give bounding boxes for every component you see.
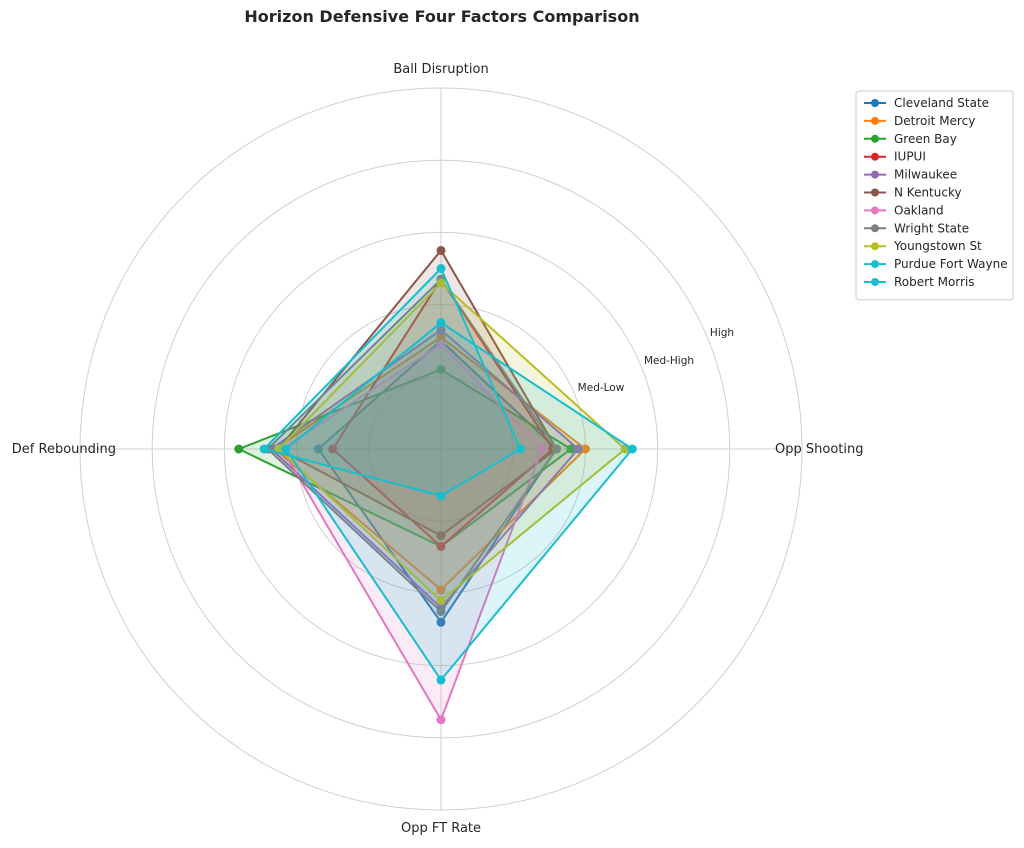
data-point-oakland-opp-shooting [537,444,547,454]
ring-label-high: High [710,327,734,339]
legend-label: Oakland [894,203,944,217]
chart-title: Horizon Defensive Four Factors Compariso… [244,7,639,26]
data-point-purdue-fort-wayne-ball-disruption [436,318,446,328]
legend-item-wright-state: Wright State [864,221,969,235]
axis-label-opp-shooting: Opp Shooting [775,442,863,457]
legend-swatch-marker [871,152,879,161]
data-point-wright-state-opp-ft-rate [436,606,446,616]
legend-item-oakland: Oakland [864,203,944,217]
ring-label-med-high: Med-High [644,355,694,367]
radar-series [234,245,637,725]
legend-item-green-bay: Green Bay [864,132,957,146]
legend-item-n-kentucky: N Kentucky [864,186,962,200]
legend-label: Robert Morris [894,275,975,289]
data-point-milwaukee-opp-shooting [573,444,583,454]
legend-item-iupui: IUPUI [864,150,926,164]
data-point-iupui-def-rebounding [328,444,338,454]
data-point-oakland-opp-ft-rate [436,715,446,725]
data-point-n-kentucky-opp-ft-rate [436,531,446,541]
legend-swatch-marker [871,278,879,286]
data-point-iupui-opp-ft-rate [436,541,446,551]
legend-swatch-marker [871,134,879,143]
legend-swatch-marker [871,188,879,197]
data-point-robert-morris-def-rebounding [259,444,269,454]
series-robert-morris [259,264,525,501]
data-point-green-bay-def-rebounding [234,444,244,454]
legend-item-robert-morris: Robert Morris [864,275,975,289]
data-point-milwaukee-ball-disruption [436,325,446,335]
data-point-purdue-fort-wayne-def-rebounding [281,444,291,454]
legend: Cleveland State Detroit Mercy Green Bay IUP… [855,90,1014,301]
data-point-youngstown-st-opp-ft-rate [436,596,446,606]
legend-label: Detroit Mercy [894,114,975,128]
data-point-robert-morris-opp-shooting [515,444,525,454]
data-point-purdue-fort-wayne-opp-shooting [627,444,637,454]
legend-label: Wright State [894,221,969,235]
legend-label: Cleveland State [894,96,989,110]
series-youngstown-st [274,278,630,606]
legend-label: Green Bay [894,132,957,146]
legend-label: Youngstown St [893,239,982,253]
ring-label-med-low: Med-Low [578,382,625,394]
legend-swatch-marker [871,242,879,251]
data-point-detroit-mercy-ball-disruption [436,332,446,342]
axis-labels: Ball Disruption Opp Shooting Opp FT Rate De… [12,62,864,836]
data-point-cleveland-state-opp-ft-rate [436,617,446,627]
data-point-youngstown-st-ball-disruption [436,278,446,288]
data-point-n-kentucky-ball-disruption [436,245,446,255]
legend-item-milwaukee: Milwaukee [864,168,957,182]
legend-label: Purdue Fort Wayne [894,257,1008,271]
legend-swatch-marker [871,116,879,125]
data-point-detroit-mercy-opp-ft-rate [436,585,446,595]
legend-label: N Kentucky [894,186,962,200]
axis-label-def-rebounding: Def Rebounding [12,442,116,457]
legend-label: Milwaukee [894,168,957,182]
data-point-cleveland-state-def-rebounding [313,444,323,454]
data-point-oakland-ball-disruption [436,339,446,349]
data-point-purdue-fort-wayne-opp-ft-rate [436,675,446,685]
axis-label-ball-disruption: Ball Disruption [393,62,488,77]
data-point-robert-morris-ball-disruption [436,264,446,273]
legend-item-cleveland-state: Cleveland State [864,96,989,110]
legend-item-purdue-fort-wayne: Purdue Fort Wayne [864,257,1008,271]
legend-box [855,90,1014,301]
data-point-detroit-mercy-opp-shooting [580,444,590,454]
legend-swatch-marker [871,99,879,107]
data-point-green-bay-ball-disruption [436,365,446,375]
legend-item-detroit-mercy: Detroit Mercy [864,114,975,128]
legend-item-youngstown-st: Youngstown St [864,239,982,253]
legend-label: IUPUI [894,150,926,164]
legend-swatch-marker [871,260,879,269]
data-point-green-bay-opp-shooting [566,444,576,454]
legend-swatch-marker [871,206,879,215]
legend-swatch-marker [871,170,879,179]
data-point-robert-morris-opp-ft-rate [436,491,446,501]
data-point-wright-state-opp-shooting [552,444,562,454]
legend-swatch-marker [871,224,879,233]
series-oakland [277,339,547,725]
axis-label-opp-ft-rate: Opp FT Rate [401,821,481,836]
series-purdue-fort-wayne [281,318,637,685]
